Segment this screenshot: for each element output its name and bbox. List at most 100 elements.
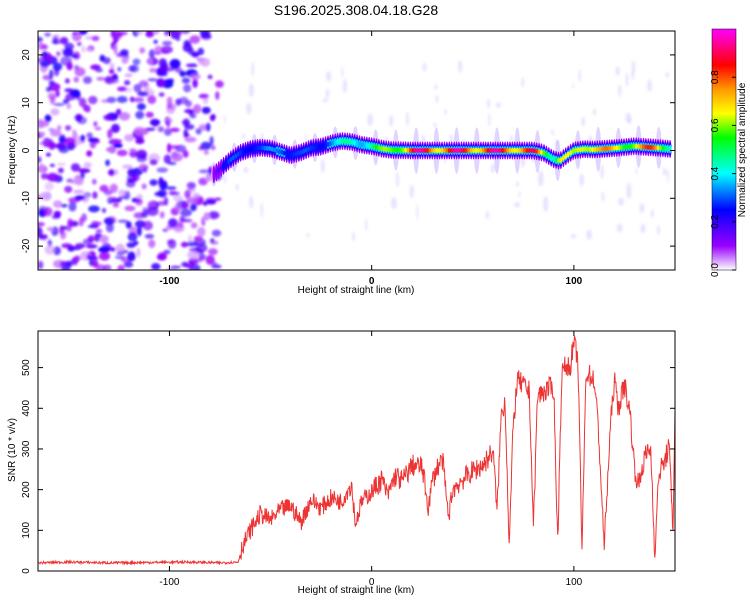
spectrogram-y-tick-label: 10 [21, 97, 32, 109]
spectrogram-y-ticks: -20 -10 0 10 20 [21, 49, 675, 253]
noise-speckle [210, 238, 215, 244]
ridge-cell [588, 146, 592, 152]
ridge-cell [530, 148, 534, 153]
snr-x-ticks: -100 0 100 [159, 331, 583, 588]
noise-speckle [48, 80, 55, 86]
noise-speckle [458, 60, 463, 73]
noise-speckle [105, 159, 110, 167]
ridge-cell [307, 146, 310, 152]
ridge-cell [656, 145, 660, 151]
noise-speckle [185, 100, 193, 108]
ridge-cell [489, 148, 492, 153]
noise-speckle [180, 241, 189, 248]
noise-speckle [38, 55, 44, 62]
noise-speckle [66, 142, 78, 148]
noise-speckle [110, 31, 123, 40]
ridge-cell [309, 145, 313, 151]
noise-speckle [116, 96, 128, 103]
noise-speckle [154, 51, 160, 55]
noise-speckle [88, 95, 98, 105]
noise-speckle [99, 54, 106, 62]
noise-speckle [142, 220, 153, 231]
noise-speckle [56, 162, 66, 166]
ridge-cell [542, 150, 546, 156]
ridge-cell [460, 148, 463, 153]
noise-speckle [326, 71, 332, 82]
noise-speckle [223, 173, 227, 185]
noise-speckle [183, 129, 188, 138]
ridge-cell [278, 149, 281, 154]
noise-speckle [133, 84, 142, 93]
ridge-cell [236, 151, 240, 157]
ridge-cell [513, 148, 517, 153]
noise-speckle [38, 36, 43, 43]
ridge-cell [411, 148, 415, 153]
noise-speckle [73, 76, 80, 83]
colorbar-tick-label: 0.4 [710, 166, 721, 180]
spectrogram-y-tick-label: 0 [21, 147, 32, 153]
noise-speckle [180, 31, 191, 34]
noise-speckle [44, 245, 55, 255]
noise-speckle [85, 105, 91, 113]
snr-y-tick-label: 0 [21, 568, 32, 574]
ridge-cell [331, 140, 335, 146]
ridge-cell [413, 148, 417, 153]
frequency-ridge [210, 125, 672, 187]
ridge-cell [314, 144, 318, 150]
noise-speckle [158, 79, 166, 87]
noise-speckle [325, 88, 330, 99]
noise-speckle [205, 255, 215, 265]
colorbar-tick-label: 0.0 [710, 263, 721, 277]
noise-speckle [85, 238, 90, 246]
ridge-cell [622, 144, 626, 150]
ridge-cell [554, 157, 558, 163]
noise-speckle [198, 254, 203, 263]
noise-speckle [111, 123, 120, 133]
noise-speckle [166, 102, 173, 110]
ridge-cell [593, 147, 597, 152]
ridge-cell [263, 145, 267, 151]
noise-speckle [118, 195, 127, 200]
ridge-cell [389, 147, 393, 153]
noise-speckle [156, 67, 167, 77]
ridge-cell [248, 146, 252, 152]
noise-speckle [48, 141, 56, 150]
noise-speckle [80, 134, 85, 142]
noise-speckle [137, 103, 146, 111]
noise-speckle [115, 243, 125, 253]
noise-speckle [242, 133, 246, 140]
noise-speckle [61, 243, 72, 249]
noise-speckle [195, 128, 202, 135]
ridge-cell [384, 146, 388, 152]
noise-speckle [592, 108, 597, 116]
noise-speckle [81, 213, 87, 222]
ridge-cell [481, 148, 485, 153]
noise-speckle [45, 152, 51, 157]
ridge-cell [440, 148, 444, 153]
noise-speckle [341, 66, 344, 78]
ridge-cell [612, 145, 616, 151]
noise-speckle [211, 229, 222, 237]
ridge-cell [268, 146, 272, 151]
noise-speckle [488, 112, 491, 128]
ridge-cell [312, 145, 315, 151]
noise-speckle [57, 125, 62, 131]
ridge-cell [559, 157, 563, 163]
noise-speckle [71, 91, 81, 98]
noise-speckle [52, 62, 63, 71]
noise-speckle [667, 169, 670, 183]
ridge-cell [511, 148, 514, 153]
ridge-cell [642, 144, 645, 150]
ridge-cell [576, 147, 580, 153]
noise-speckle [159, 211, 165, 219]
noise-speckle [174, 67, 183, 73]
noise-speckle [178, 222, 184, 228]
noise-speckle [158, 177, 164, 187]
noise-speckle [117, 67, 122, 72]
noise-speckle [38, 260, 44, 270]
noise-speckle [184, 189, 192, 199]
noise-speckle [135, 198, 143, 206]
ridge-cell [629, 144, 633, 149]
noise-speckle [215, 91, 220, 100]
noise-speckle [167, 161, 177, 165]
